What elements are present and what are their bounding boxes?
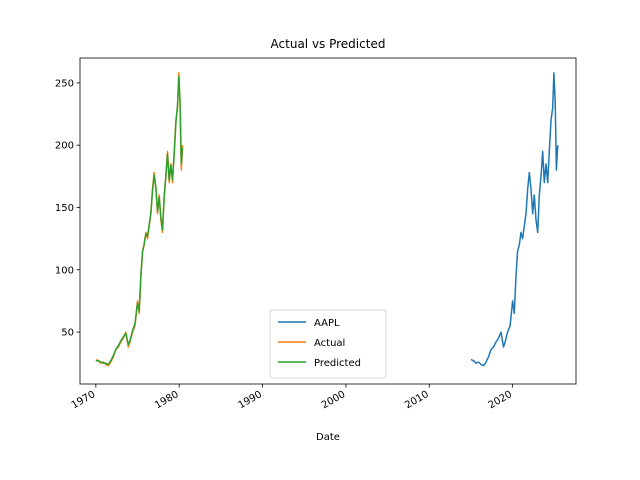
y-tick-label: 200 bbox=[55, 141, 74, 152]
legend-label-predicted: Predicted bbox=[314, 358, 361, 369]
axes-frame bbox=[79, 57, 577, 385]
y-tick-label: 50 bbox=[61, 328, 74, 339]
legend-label-aapl: AAPL bbox=[314, 318, 340, 329]
legend: AAPL Actual Predicted bbox=[269, 309, 387, 379]
x-axis-label: Date bbox=[316, 432, 340, 443]
legend-label-actual: Actual bbox=[314, 338, 345, 349]
legend-box bbox=[269, 309, 387, 379]
series-line-aapl bbox=[470, 72, 559, 367]
y-tick-label: 250 bbox=[55, 78, 74, 89]
series-line-predicted bbox=[95, 75, 184, 366]
y-tick-label: 100 bbox=[55, 265, 74, 276]
chart-title: Actual vs Predicted bbox=[271, 37, 386, 51]
y-tick-label: 150 bbox=[55, 203, 74, 214]
